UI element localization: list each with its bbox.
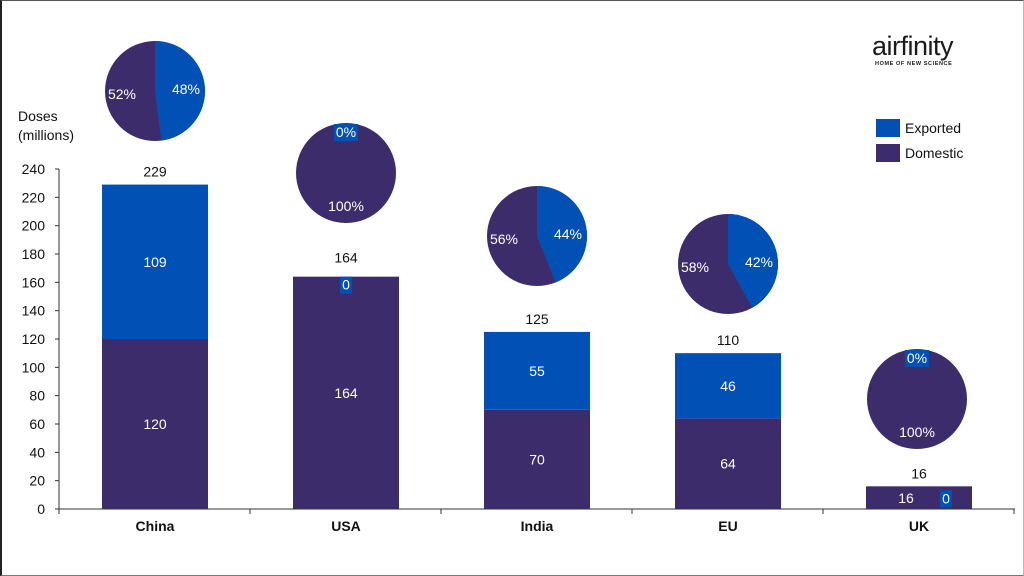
x-category-label: UK: [909, 518, 929, 534]
y-tick-label: 240: [22, 161, 46, 177]
pie-exported-pct: 42%: [745, 254, 773, 270]
bar-domestic-uk: [866, 486, 972, 509]
bar-domestic-eu: [675, 418, 781, 509]
exported-value-label: 55: [529, 363, 545, 379]
bar-domestic-india: [484, 409, 590, 509]
logo-wordmark: airfinity: [872, 31, 954, 61]
bar-exported-india: [484, 331, 590, 410]
domestic-value-label: 120: [143, 416, 167, 432]
y-tick-label: 160: [22, 274, 46, 290]
y-tick-label: 180: [22, 246, 46, 262]
exported-zero-box: [940, 490, 952, 508]
y-tick-label: 80: [29, 388, 45, 404]
pie-exported-pct: 48%: [172, 81, 200, 97]
exported-value-label: 109: [143, 254, 167, 270]
pie-exported-pct: 0%: [907, 350, 927, 366]
pie-domestic-uk: [867, 349, 967, 449]
y-tick-label: 200: [22, 218, 46, 234]
y-tick-label: 220: [22, 189, 46, 205]
bar-exported-eu: [675, 353, 781, 419]
y-tick-label: 20: [29, 473, 45, 489]
axis-layer: Doses (millions)0204060801001201401601802…: [18, 108, 1015, 534]
airfinity-logo: airfinity HOME OF NEW SCIENCE: [872, 32, 977, 72]
x-category-label: India: [521, 518, 554, 534]
x-category-label: EU: [718, 518, 737, 534]
logo-tagline: HOME OF NEW SCIENCE: [875, 61, 953, 67]
y-tick-label: 120: [22, 331, 46, 347]
domestic-value-label: 16: [898, 490, 914, 506]
legend-swatch-domestic: [876, 144, 900, 162]
x-category-label: USA: [331, 518, 361, 534]
pie-exported-box: [334, 124, 358, 141]
total-value-label: 229: [143, 164, 167, 180]
pie-exported-pct: 44%: [554, 226, 582, 242]
y-tick-label: 60: [29, 416, 45, 432]
pie-exported-china: [155, 41, 205, 141]
domestic-value-label: 64: [720, 456, 736, 472]
pie-domestic-pct: 52%: [108, 86, 136, 102]
legend-label-domestic: Domestic: [905, 145, 963, 161]
legend: Exported Domestic: [876, 119, 963, 162]
pie-domestic-pct: 56%: [490, 231, 518, 247]
bar-domestic-china: [102, 339, 208, 509]
total-value-label: 164: [334, 250, 358, 266]
total-value-label: 125: [525, 311, 549, 327]
pie-domestic-pct: 100%: [328, 198, 364, 214]
pie-domestic-usa: [296, 123, 396, 223]
y-tick-label: 40: [29, 444, 45, 460]
legend-label-exported: Exported: [905, 120, 961, 136]
exported-value-label: 46: [720, 378, 736, 394]
legend-swatch-exported: [876, 119, 900, 137]
bar-domestic-usa: [293, 276, 399, 509]
pie-domestic-pct: 58%: [681, 259, 709, 275]
pie-exported-box: [905, 350, 929, 367]
pie-exported-india: [537, 186, 587, 283]
pie-layer: 48% 52% 0% 100% 44% 56% 42% 58% 0% 100%: [105, 41, 967, 449]
domestic-value-label: 164: [334, 385, 358, 401]
y-axis-label-line: Doses: [18, 108, 58, 124]
y-axis-label: Doses (millions): [18, 108, 74, 143]
y-tick-label: 140: [22, 303, 46, 319]
exported-value-label: 0: [342, 277, 350, 293]
y-tick-label: 100: [22, 359, 46, 375]
domestic-value-label: 70: [529, 451, 545, 467]
pie-exported-eu: [728, 214, 779, 308]
y-tick-label: 0: [37, 501, 45, 517]
bar-layer: 120 109 229 164 0 164 70 55 125 64 46 110 16 0 16: [102, 164, 972, 509]
exported-value-label: 0: [942, 490, 950, 506]
y-axis-label-line: (millions): [18, 127, 74, 143]
x-category-label: China: [136, 518, 175, 534]
total-value-label: 16: [911, 465, 927, 481]
exported-zero-box: [340, 276, 352, 294]
pie-exported-pct: 0%: [336, 124, 356, 140]
total-value-label: 110: [717, 332, 740, 348]
bar-exported-china: [102, 184, 208, 339]
pie-domestic-pct: 100%: [899, 424, 935, 440]
